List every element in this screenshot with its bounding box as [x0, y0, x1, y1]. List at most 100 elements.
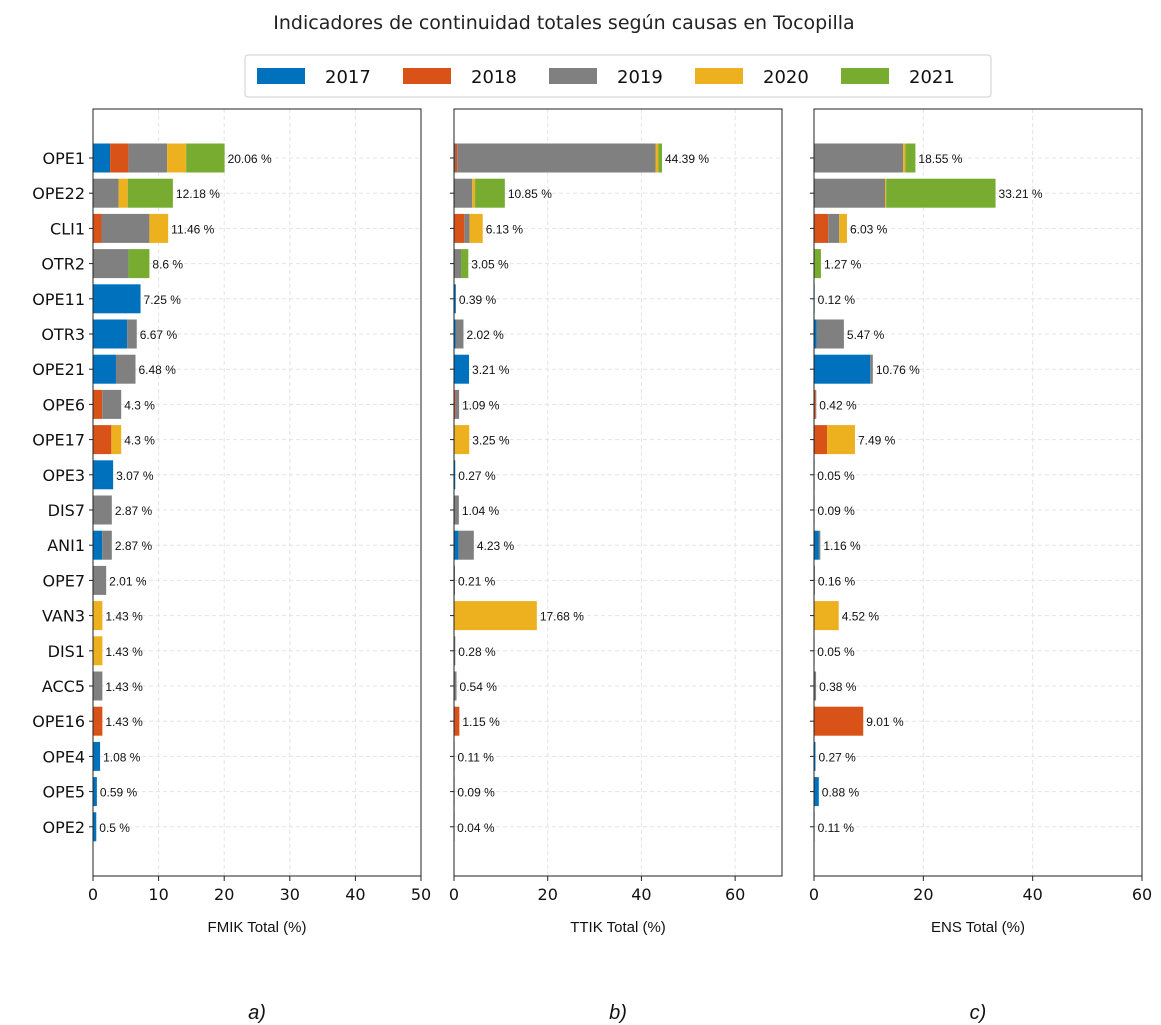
bar-OPE17-2020 — [827, 425, 855, 455]
value-label-OPE21: 6.48 % — [139, 363, 177, 377]
y-tick-label-OPE22: OPE22 — [32, 184, 85, 203]
value-label-OPE3: 0.05 % — [817, 469, 855, 483]
value-label-ANI1: 4.23 % — [477, 539, 515, 553]
value-label-OPE5: 0.88 % — [822, 786, 860, 800]
bar-VAN3-2020 — [814, 601, 839, 631]
bar-OPE22-2021 — [127, 178, 173, 208]
value-label-OPE6: 1.09 % — [462, 398, 500, 412]
bar-OPE1-2018 — [110, 143, 129, 173]
value-label-ACC5: 1.43 % — [105, 680, 143, 694]
value-label-OPE5: 0.09 % — [457, 786, 495, 800]
y-tick-label-OPE2: OPE2 — [42, 818, 85, 837]
bar-ANI1-2017 — [814, 530, 819, 560]
bar-OPE4-2017 — [814, 741, 816, 771]
value-label-OPE22: 33.21 % — [999, 187, 1043, 201]
value-label-OPE6: 4.3 % — [124, 398, 155, 412]
figure-title: Indicadores de continuidad totales según… — [273, 12, 854, 34]
value-label-OTR3: 2.02 % — [466, 328, 504, 342]
value-label-OPE4: 1.08 % — [103, 750, 141, 764]
x-axis-label: TTIK Total (%) — [570, 919, 666, 936]
legend: 2017 2018 2019 2020 2021 — [244, 54, 992, 98]
bar-OPE1-2018 — [454, 143, 458, 173]
x-tick-label: 0 — [449, 885, 459, 904]
x-tick-label: 60 — [1132, 885, 1152, 904]
value-label-OTR2: 1.27 % — [824, 258, 862, 272]
value-label-OPE3: 0.27 % — [458, 469, 496, 483]
x-tick-label: 40 — [631, 885, 651, 904]
y-tick-label-OPE5: OPE5 — [42, 783, 85, 802]
bar-OPE22-2021 — [475, 178, 505, 208]
bar-CLI1-2019 — [101, 213, 150, 243]
value-label-OPE21: 10.76 % — [876, 363, 920, 377]
x-axis-label: ENS Total (%) — [931, 919, 1025, 936]
value-label-OTR3: 6.67 % — [140, 328, 178, 342]
bar-OPE1-2017 — [93, 143, 111, 173]
bar-OPE3-2017 — [454, 460, 456, 490]
y-tick-label-ANI1: ANI1 — [47, 536, 85, 555]
y-tick-label-OTR2: OTR2 — [41, 255, 85, 274]
y-tick-label-DIS7: DIS7 — [48, 501, 85, 520]
panel-label: c) — [970, 1002, 987, 1024]
y-tick-label-OPE7: OPE7 — [42, 571, 85, 590]
bar-OPE11-2017 — [454, 284, 456, 314]
value-label-OPE2: 0.5 % — [99, 821, 130, 835]
value-label-OTR2: 3.05 % — [471, 258, 509, 272]
value-label-CLI1: 6.03 % — [850, 222, 888, 236]
value-label-VAN3: 1.43 % — [105, 610, 143, 624]
y-tick-label-OPE4: OPE4 — [42, 747, 85, 766]
y-tick-label-OPE11: OPE11 — [32, 290, 85, 309]
value-label-OPE6: 0.42 % — [819, 398, 857, 412]
value-label-OPE4: 0.27 % — [818, 750, 856, 764]
bar-OPE17-2018 — [93, 425, 112, 455]
bar-OPE1-2019 — [128, 143, 168, 173]
x-tick-label: 20 — [913, 885, 933, 904]
bar-ANI1-2019 — [818, 530, 821, 560]
y-tick-label-OPE6: OPE6 — [42, 395, 85, 414]
bar-OPE6-2019 — [455, 389, 460, 419]
bar-OTR3-2017 — [814, 319, 817, 349]
bar-OPE22-2020 — [118, 178, 128, 208]
bar-OPE6-2018 — [93, 389, 103, 419]
x-tick-label: 20 — [538, 885, 558, 904]
x-tick-label: 40 — [345, 885, 365, 904]
x-tick-label: 10 — [148, 885, 168, 904]
value-label-OPE1: 20.06 % — [228, 152, 272, 166]
bar-ANI1-2017 — [454, 530, 459, 560]
value-label-VAN3: 4.52 % — [842, 610, 880, 624]
legend-swatch-2017 — [257, 68, 305, 84]
value-label-DIS1: 1.43 % — [105, 645, 143, 659]
bar-OTR3-2019 — [127, 319, 137, 349]
bar-OTR3-2017 — [93, 319, 128, 349]
legend-label-2021: 2021 — [909, 67, 955, 88]
bar-OPE22-2019 — [814, 178, 886, 208]
y-tick-label-OPE1: OPE1 — [42, 149, 85, 168]
bar-OTR2-2021 — [814, 249, 821, 279]
value-label-OPE2: 0.11 % — [818, 821, 855, 835]
value-label-OPE2: 0.04 % — [457, 821, 495, 835]
value-label-OPE5: 0.59 % — [100, 786, 138, 800]
bar-ANI1-2019 — [102, 530, 112, 560]
bar-OPE21-2019 — [115, 354, 136, 384]
value-label-OTR3: 5.47 % — [847, 328, 885, 342]
bar-OPE7-2019 — [93, 565, 107, 595]
x-axis-label: FMIK Total (%) — [208, 919, 307, 936]
value-label-OPE17: 3.25 % — [472, 434, 510, 448]
x-tick-label: 60 — [725, 885, 745, 904]
bar-ACC5-2019 — [93, 671, 103, 701]
value-label-OPE1: 44.39 % — [665, 152, 709, 166]
value-label-OPE1: 18.55 % — [918, 152, 962, 166]
bar-OPE16-2018 — [454, 706, 460, 736]
bar-DIS1-2019 — [454, 636, 456, 666]
legend-swatch-2019 — [549, 68, 597, 84]
bar-OPE1-2020 — [655, 143, 659, 173]
x-tick-label: 50 — [411, 885, 431, 904]
value-label-OPE3: 3.07 % — [116, 469, 154, 483]
value-label-OTR2: 8.6 % — [152, 258, 183, 272]
bar-OPE5-2017 — [93, 777, 97, 807]
bar-OPE21-2019 — [870, 354, 873, 384]
bar-OPE17-2020 — [454, 425, 470, 455]
value-label-OPE16: 1.43 % — [105, 715, 143, 729]
x-tick-label: 20 — [214, 885, 234, 904]
bar-CLI1-2018 — [93, 213, 102, 243]
value-label-OPE11: 0.39 % — [459, 293, 497, 307]
